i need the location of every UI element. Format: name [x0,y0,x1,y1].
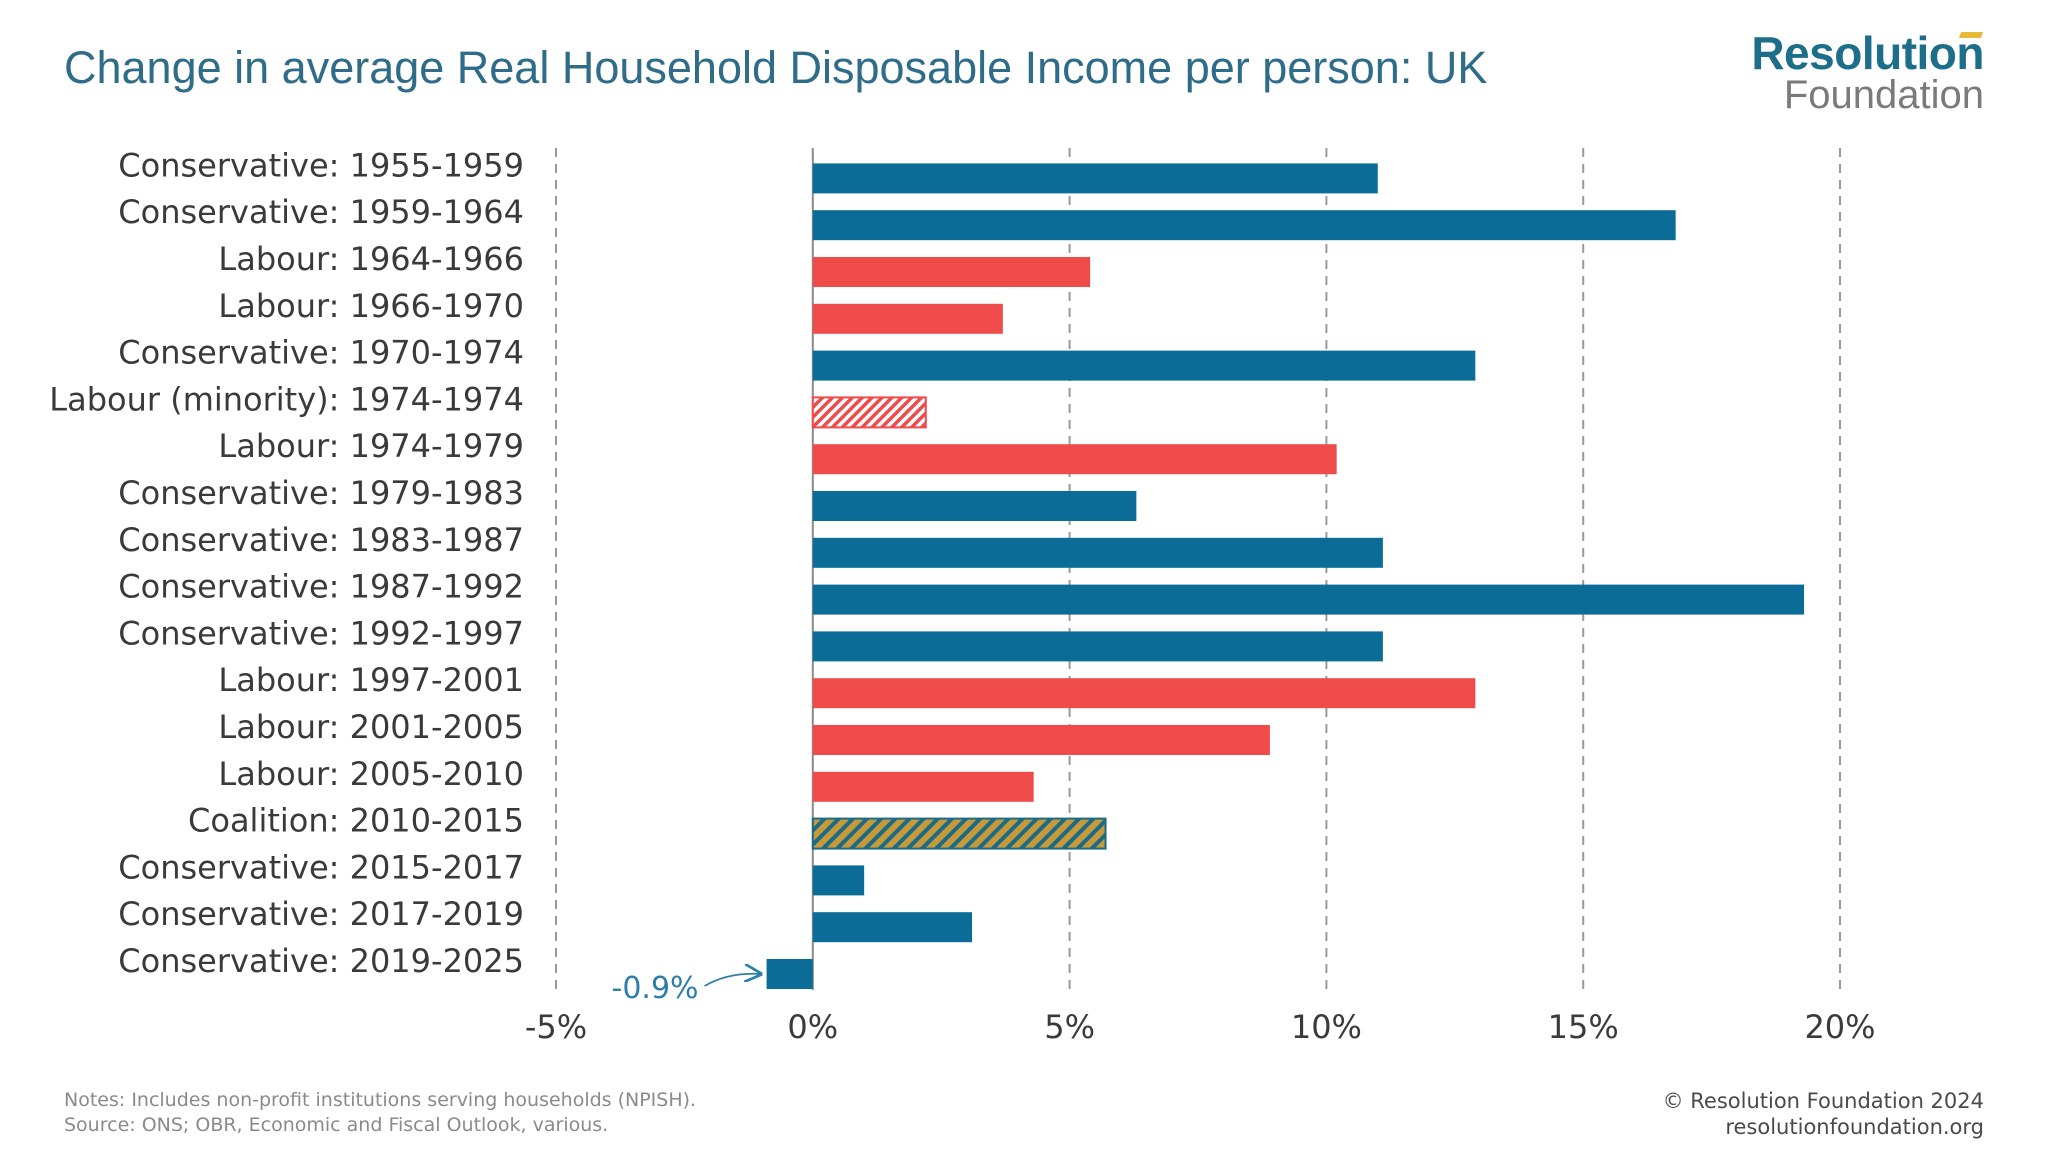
category-labels: Conservative: 1955-1959 Conservative: 195… [49,146,524,980]
x-tick-label: 20% [1804,1008,1875,1046]
bar [766,959,813,989]
category-label: Conservative: 1970-1974 [118,334,524,372]
bar [812,584,1805,615]
notes-text: Notes: Includes non-profit institutions … [64,1089,697,1111]
bar [812,257,1091,287]
category-label: Labour: 1964-1966 [218,240,524,278]
bar [812,303,1003,334]
resolution-foundation-logo: Resolution Foundation [1751,27,1984,117]
logo-line2: Foundation [1783,73,1984,117]
chart-title: Change in average Real Household Disposa… [64,42,1488,93]
category-label: Conservative: 1959-1964 [118,193,524,231]
copyright-text: © Resolution Foundation 2024 [1662,1089,1984,1113]
category-label: Labour: 1974-1979 [218,427,524,465]
source-text: Source: ONS; OBR, Economic and Fiscal Ou… [64,1114,609,1136]
category-label: Conservative: 2019-2025 [118,942,524,980]
bar [812,537,1383,568]
bar [812,350,1476,381]
category-label: Conservative: 1979-1983 [118,474,524,512]
category-label: Labour (minority): 1974-1974 [49,380,524,418]
category-label: Labour: 1966-1970 [218,287,524,325]
grid-lines [555,148,1841,990]
bar [812,912,973,943]
bar [811,817,1107,850]
bars [766,163,1805,989]
bar [812,163,1378,194]
website-link[interactable]: resolutionfoundation.org [1725,1115,1984,1139]
footer-credits: © Resolution Foundation 2024 resolutionf… [1663,1088,1984,1140]
bar [812,210,1676,241]
category-label: Coalition: 2010-2015 [188,802,524,840]
bar [812,865,865,896]
category-label: Conservative: 2015-2017 [118,848,524,886]
bar [812,491,1137,521]
category-label: Conservative: 1992-1997 [118,614,524,652]
annotations: -0.9% [612,971,761,1006]
data-label: -0.9% [612,971,699,1006]
logo-line1: Resolution [1751,27,1984,79]
bar [812,678,1476,709]
category-label: Labour: 2001-2005 [218,708,524,746]
category-label: Labour: 2005-2010 [218,755,524,793]
category-label: Labour: 1997-2001 [218,661,524,699]
x-tick-label: 0% [787,1008,838,1046]
x-axis-ticks: -5% 0% 5% 10% 15% 20% [525,1008,1876,1046]
bar [812,771,1034,802]
bar [812,725,1270,755]
x-tick-label: 10% [1291,1008,1362,1046]
annotation-arrow [704,974,761,987]
bar [812,444,1337,475]
category-label: Conservative: 1955-1959 [118,146,524,184]
category-label: Conservative: 1987-1992 [118,568,524,606]
category-label: Conservative: 2017-2019 [118,895,524,933]
footer-notes: Notes: Includes non-profit institutions … [64,1088,696,1138]
bar-chart: Conservative: 1955-1959 Conservative: 195… [49,146,1876,1046]
bar [811,396,927,429]
x-tick-label: -5% [525,1008,587,1046]
category-label: Conservative: 1983-1987 [118,521,524,559]
x-tick-label: 5% [1044,1008,1095,1046]
x-tick-label: 15% [1548,1008,1619,1046]
bar [812,631,1383,662]
